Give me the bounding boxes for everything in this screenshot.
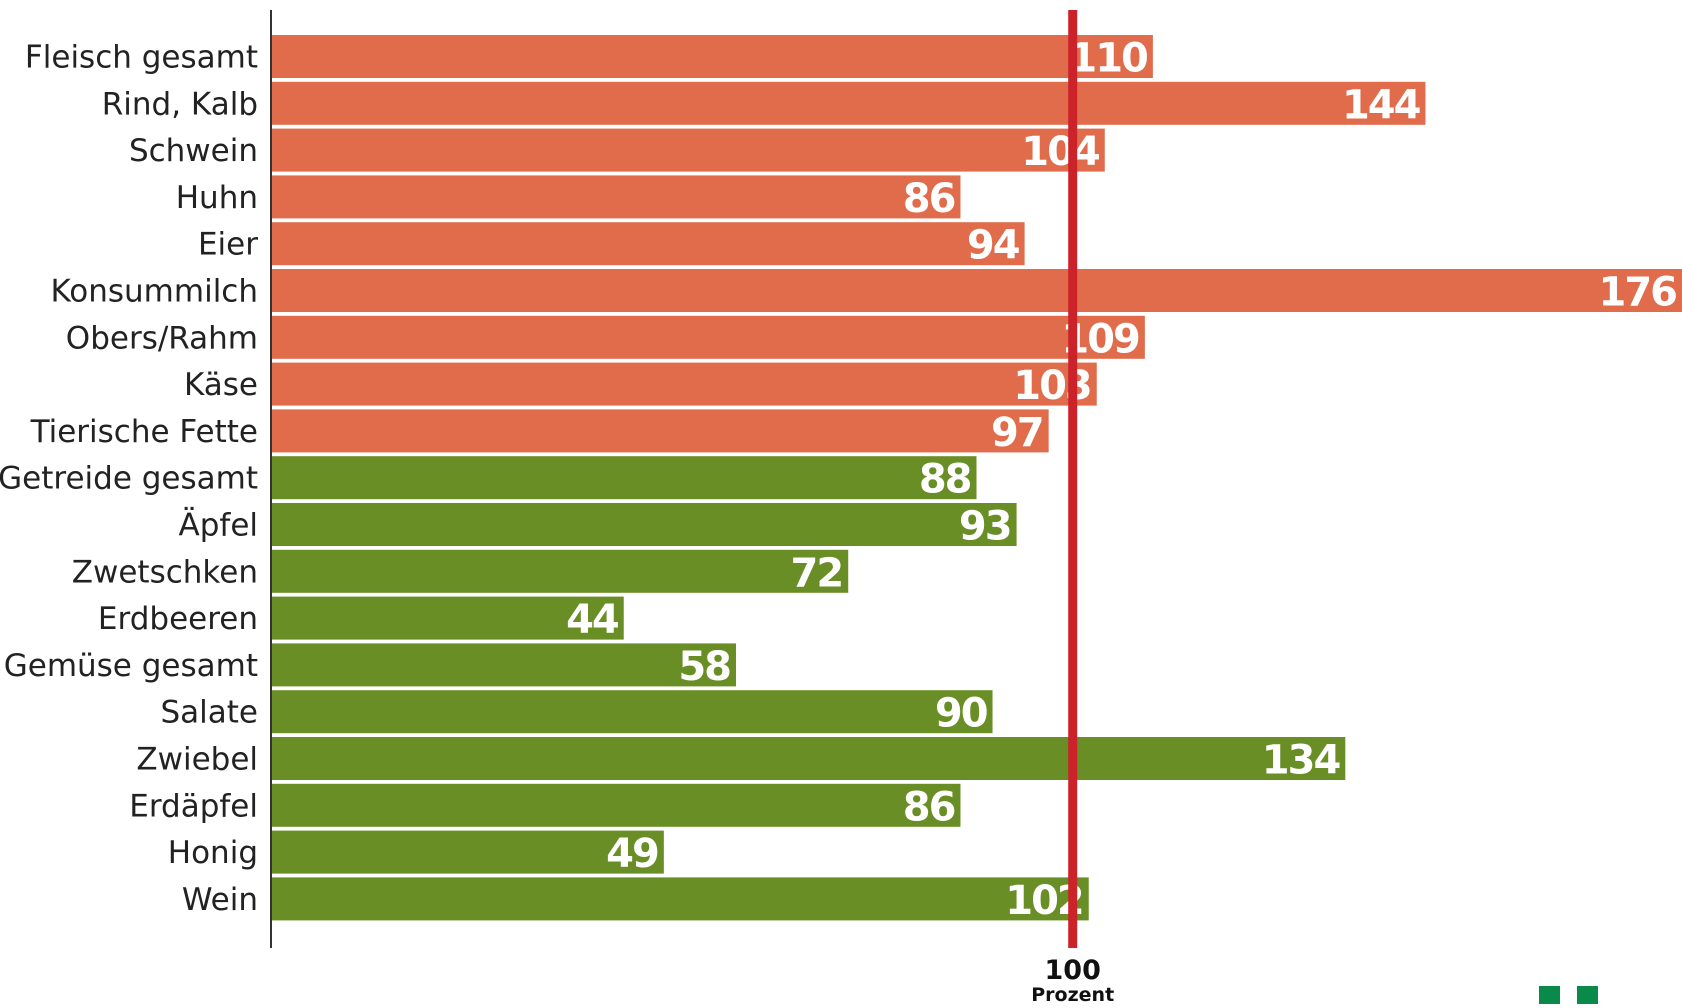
value-label-15: 134	[1262, 738, 1340, 784]
bar-1	[271, 81, 1426, 125]
value-label-13: 58	[678, 644, 730, 690]
category-label-9: Getreide gesamt	[0, 461, 258, 497]
bar-8	[271, 409, 1049, 453]
brand-logo	[1539, 986, 1598, 1004]
reference-line-100	[1068, 10, 1078, 948]
category-label-13: Gemüse gesamt	[4, 648, 258, 684]
bar-12	[271, 596, 624, 640]
value-label-3: 86	[903, 176, 955, 222]
value-label-0: 110	[1069, 36, 1147, 82]
value-label-7: 103	[1013, 363, 1091, 409]
value-label-5: 176	[1599, 270, 1677, 316]
category-label-10: Äpfel	[179, 508, 258, 544]
value-label-9: 88	[919, 457, 971, 503]
bar-17	[271, 830, 664, 874]
value-labels: 1101441048694176109103978893724458901348…	[566, 36, 1678, 924]
bar-10	[271, 503, 1017, 546]
bar-18	[271, 877, 1089, 921]
bar-16	[271, 783, 961, 827]
reference-value-label: 100	[1045, 955, 1101, 986]
reference-unit-label: Prozent	[1031, 984, 1114, 1004]
value-label-1: 144	[1342, 82, 1420, 128]
bar-3	[271, 175, 961, 219]
category-label-2: Schwein	[129, 133, 258, 169]
bar-11	[271, 549, 849, 593]
bar-7	[271, 362, 1097, 406]
category-label-5: Konsummilch	[50, 274, 258, 310]
category-label-8: Tierische Fette	[30, 414, 258, 450]
bar-5	[271, 269, 1682, 312]
logo-square-right	[1577, 986, 1598, 1004]
bar-15	[271, 737, 1346, 780]
category-label-7: Käse	[184, 367, 258, 403]
value-label-11: 72	[791, 550, 843, 596]
value-label-10: 93	[959, 504, 1011, 550]
logo-square-left	[1539, 986, 1560, 1004]
value-label-4: 94	[967, 223, 1019, 269]
value-label-17: 49	[606, 831, 658, 877]
value-label-12: 44	[566, 597, 618, 643]
category-label-4: Eier	[198, 227, 258, 263]
category-label-17: Honig	[168, 835, 258, 871]
category-label-15: Zwiebel	[136, 742, 258, 778]
value-label-8: 97	[991, 410, 1043, 456]
value-label-2: 104	[1021, 129, 1099, 175]
bar-13	[271, 643, 736, 687]
category-label-6: Obers/Rahm	[66, 320, 258, 356]
category-label-14: Salate	[160, 695, 258, 731]
category-label-0: Fleisch gesamt	[25, 40, 258, 76]
bar-0	[271, 35, 1153, 78]
value-label-16: 86	[903, 784, 955, 830]
category-label-11: Zwetschken	[72, 554, 258, 590]
bar-6	[271, 315, 1145, 359]
category-label-1: Rind, Kalb	[102, 86, 258, 122]
bar-9	[271, 456, 977, 500]
bar-2	[271, 128, 1105, 172]
bars-layer	[271, 35, 1682, 921]
category-label-3: Huhn	[176, 180, 258, 216]
category-labels: Fleisch gesamt Rind, Kalb Schwein Huhn Eier K…	[0, 40, 258, 918]
category-label-18: Wein	[182, 882, 258, 918]
value-label-14: 90	[935, 691, 987, 737]
category-label-12: Erdbeeren	[98, 601, 258, 637]
bar-4	[271, 222, 1025, 266]
bar-14	[271, 690, 993, 734]
category-label-16: Erdäpfel	[129, 788, 258, 824]
